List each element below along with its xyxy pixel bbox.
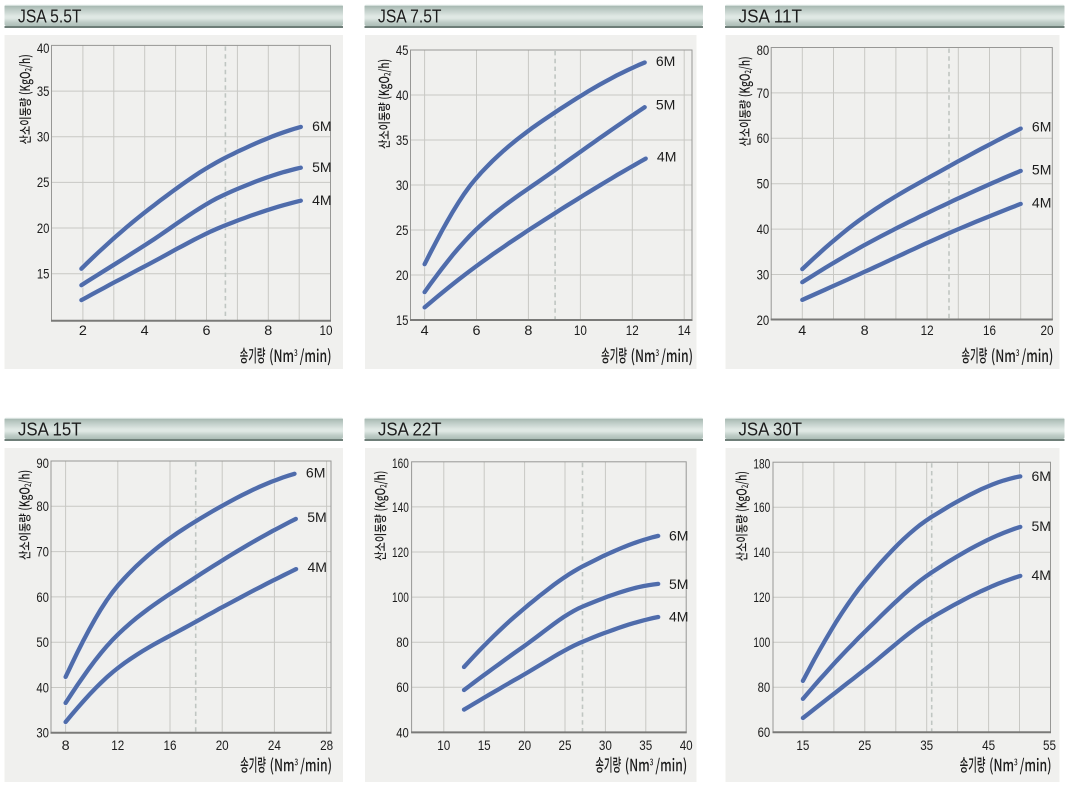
svg-text:12: 12 bbox=[626, 323, 639, 338]
svg-text:4M: 4M bbox=[669, 609, 689, 625]
svg-text:28: 28 bbox=[320, 738, 333, 753]
svg-text:12: 12 bbox=[111, 738, 124, 753]
svg-text:2: 2 bbox=[79, 323, 87, 338]
svg-text:20: 20 bbox=[396, 268, 409, 283]
svg-text:120: 120 bbox=[392, 545, 409, 560]
svg-text:160: 160 bbox=[392, 456, 409, 471]
svg-text:5M: 5M bbox=[1032, 519, 1052, 535]
svg-text:25: 25 bbox=[37, 175, 50, 190]
svg-text:15: 15 bbox=[396, 313, 409, 328]
svg-text:45: 45 bbox=[982, 738, 995, 753]
svg-text:12: 12 bbox=[921, 323, 934, 338]
svg-text:160: 160 bbox=[753, 500, 770, 515]
svg-text:40: 40 bbox=[396, 88, 409, 103]
svg-text:8: 8 bbox=[62, 738, 70, 753]
svg-text:24: 24 bbox=[268, 738, 281, 753]
svg-text:10: 10 bbox=[574, 323, 587, 338]
svg-text:6M: 6M bbox=[306, 466, 326, 482]
svg-text:90: 90 bbox=[36, 456, 49, 471]
svg-text:6: 6 bbox=[203, 323, 211, 338]
svg-text:6M: 6M bbox=[1032, 120, 1052, 136]
svg-text:140: 140 bbox=[753, 545, 770, 560]
svg-text:15: 15 bbox=[37, 267, 50, 282]
svg-text:20: 20 bbox=[216, 738, 229, 753]
svg-text:50: 50 bbox=[757, 177, 770, 192]
svg-text:25: 25 bbox=[396, 223, 409, 238]
svg-text:6M: 6M bbox=[312, 119, 332, 135]
svg-text:60: 60 bbox=[757, 131, 770, 146]
svg-text:20: 20 bbox=[518, 738, 531, 753]
svg-text:5M: 5M bbox=[312, 160, 332, 176]
svg-text:8: 8 bbox=[524, 323, 532, 338]
svg-text:8: 8 bbox=[264, 323, 272, 338]
svg-text:40: 40 bbox=[680, 738, 693, 753]
svg-text:25: 25 bbox=[559, 738, 572, 753]
svg-text:35: 35 bbox=[920, 738, 933, 753]
svg-text:80: 80 bbox=[396, 635, 409, 650]
svg-text:JSA 5.5T: JSA 5.5T bbox=[18, 7, 82, 27]
svg-text:60: 60 bbox=[396, 680, 409, 695]
svg-text:80: 80 bbox=[758, 680, 771, 695]
svg-text:35: 35 bbox=[396, 133, 409, 148]
svg-text:4: 4 bbox=[141, 323, 150, 338]
svg-text:10: 10 bbox=[437, 738, 450, 753]
svg-text:8: 8 bbox=[861, 323, 869, 338]
svg-text:5M: 5M bbox=[1032, 162, 1052, 178]
svg-text:16: 16 bbox=[983, 323, 996, 338]
svg-text:40: 40 bbox=[36, 680, 49, 695]
svg-text:5M: 5M bbox=[669, 577, 689, 593]
svg-text:35: 35 bbox=[639, 738, 652, 753]
svg-text:4M: 4M bbox=[1032, 568, 1052, 584]
svg-text:4M: 4M bbox=[308, 560, 328, 576]
svg-text:30: 30 bbox=[757, 267, 770, 282]
svg-text:4M: 4M bbox=[657, 149, 677, 165]
svg-text:30: 30 bbox=[599, 738, 612, 753]
svg-text:4: 4 bbox=[421, 323, 430, 338]
svg-text:JSA 11T: JSA 11T bbox=[739, 7, 803, 27]
svg-text:4: 4 bbox=[798, 323, 807, 338]
svg-text:6M: 6M bbox=[1032, 469, 1052, 485]
svg-text:JSA 22T: JSA 22T bbox=[378, 420, 442, 440]
svg-text:5M: 5M bbox=[656, 98, 676, 114]
svg-text:55: 55 bbox=[1043, 738, 1056, 753]
svg-text:10: 10 bbox=[320, 323, 333, 338]
svg-text:JSA 30T: JSA 30T bbox=[739, 420, 803, 440]
svg-text:60: 60 bbox=[36, 590, 49, 605]
svg-text:40: 40 bbox=[396, 725, 409, 740]
svg-text:60: 60 bbox=[758, 725, 771, 740]
svg-text:4M: 4M bbox=[312, 193, 332, 209]
svg-text:6: 6 bbox=[473, 323, 481, 338]
svg-text:50: 50 bbox=[36, 635, 49, 650]
svg-text:70: 70 bbox=[757, 86, 770, 101]
svg-text:30: 30 bbox=[37, 130, 50, 145]
svg-text:45: 45 bbox=[396, 43, 409, 58]
svg-text:15: 15 bbox=[478, 738, 491, 753]
svg-text:5M: 5M bbox=[307, 510, 327, 526]
svg-text:20: 20 bbox=[757, 313, 770, 328]
svg-text:100: 100 bbox=[392, 590, 409, 605]
svg-text:100: 100 bbox=[753, 635, 770, 650]
svg-text:15: 15 bbox=[796, 738, 809, 753]
svg-text:20: 20 bbox=[37, 221, 50, 236]
svg-text:25: 25 bbox=[858, 738, 871, 753]
svg-text:6M: 6M bbox=[669, 528, 689, 544]
svg-text:140: 140 bbox=[392, 500, 409, 515]
svg-text:180: 180 bbox=[753, 456, 770, 471]
svg-text:14: 14 bbox=[678, 323, 691, 338]
svg-text:30: 30 bbox=[36, 726, 49, 741]
svg-text:80: 80 bbox=[36, 499, 49, 514]
svg-text:80: 80 bbox=[757, 43, 770, 58]
svg-text:35: 35 bbox=[37, 84, 50, 99]
svg-text:70: 70 bbox=[36, 544, 49, 559]
svg-text:40: 40 bbox=[757, 222, 770, 237]
svg-text:16: 16 bbox=[164, 738, 177, 753]
svg-text:20: 20 bbox=[1041, 323, 1054, 338]
svg-text:6M: 6M bbox=[656, 54, 676, 70]
svg-text:40: 40 bbox=[37, 41, 50, 56]
svg-text:JSA 7.5T: JSA 7.5T bbox=[378, 7, 442, 27]
svg-text:30: 30 bbox=[396, 178, 409, 193]
svg-text:4M: 4M bbox=[1032, 196, 1052, 212]
svg-text:120: 120 bbox=[753, 590, 770, 605]
svg-text:JSA 15T: JSA 15T bbox=[18, 420, 82, 440]
